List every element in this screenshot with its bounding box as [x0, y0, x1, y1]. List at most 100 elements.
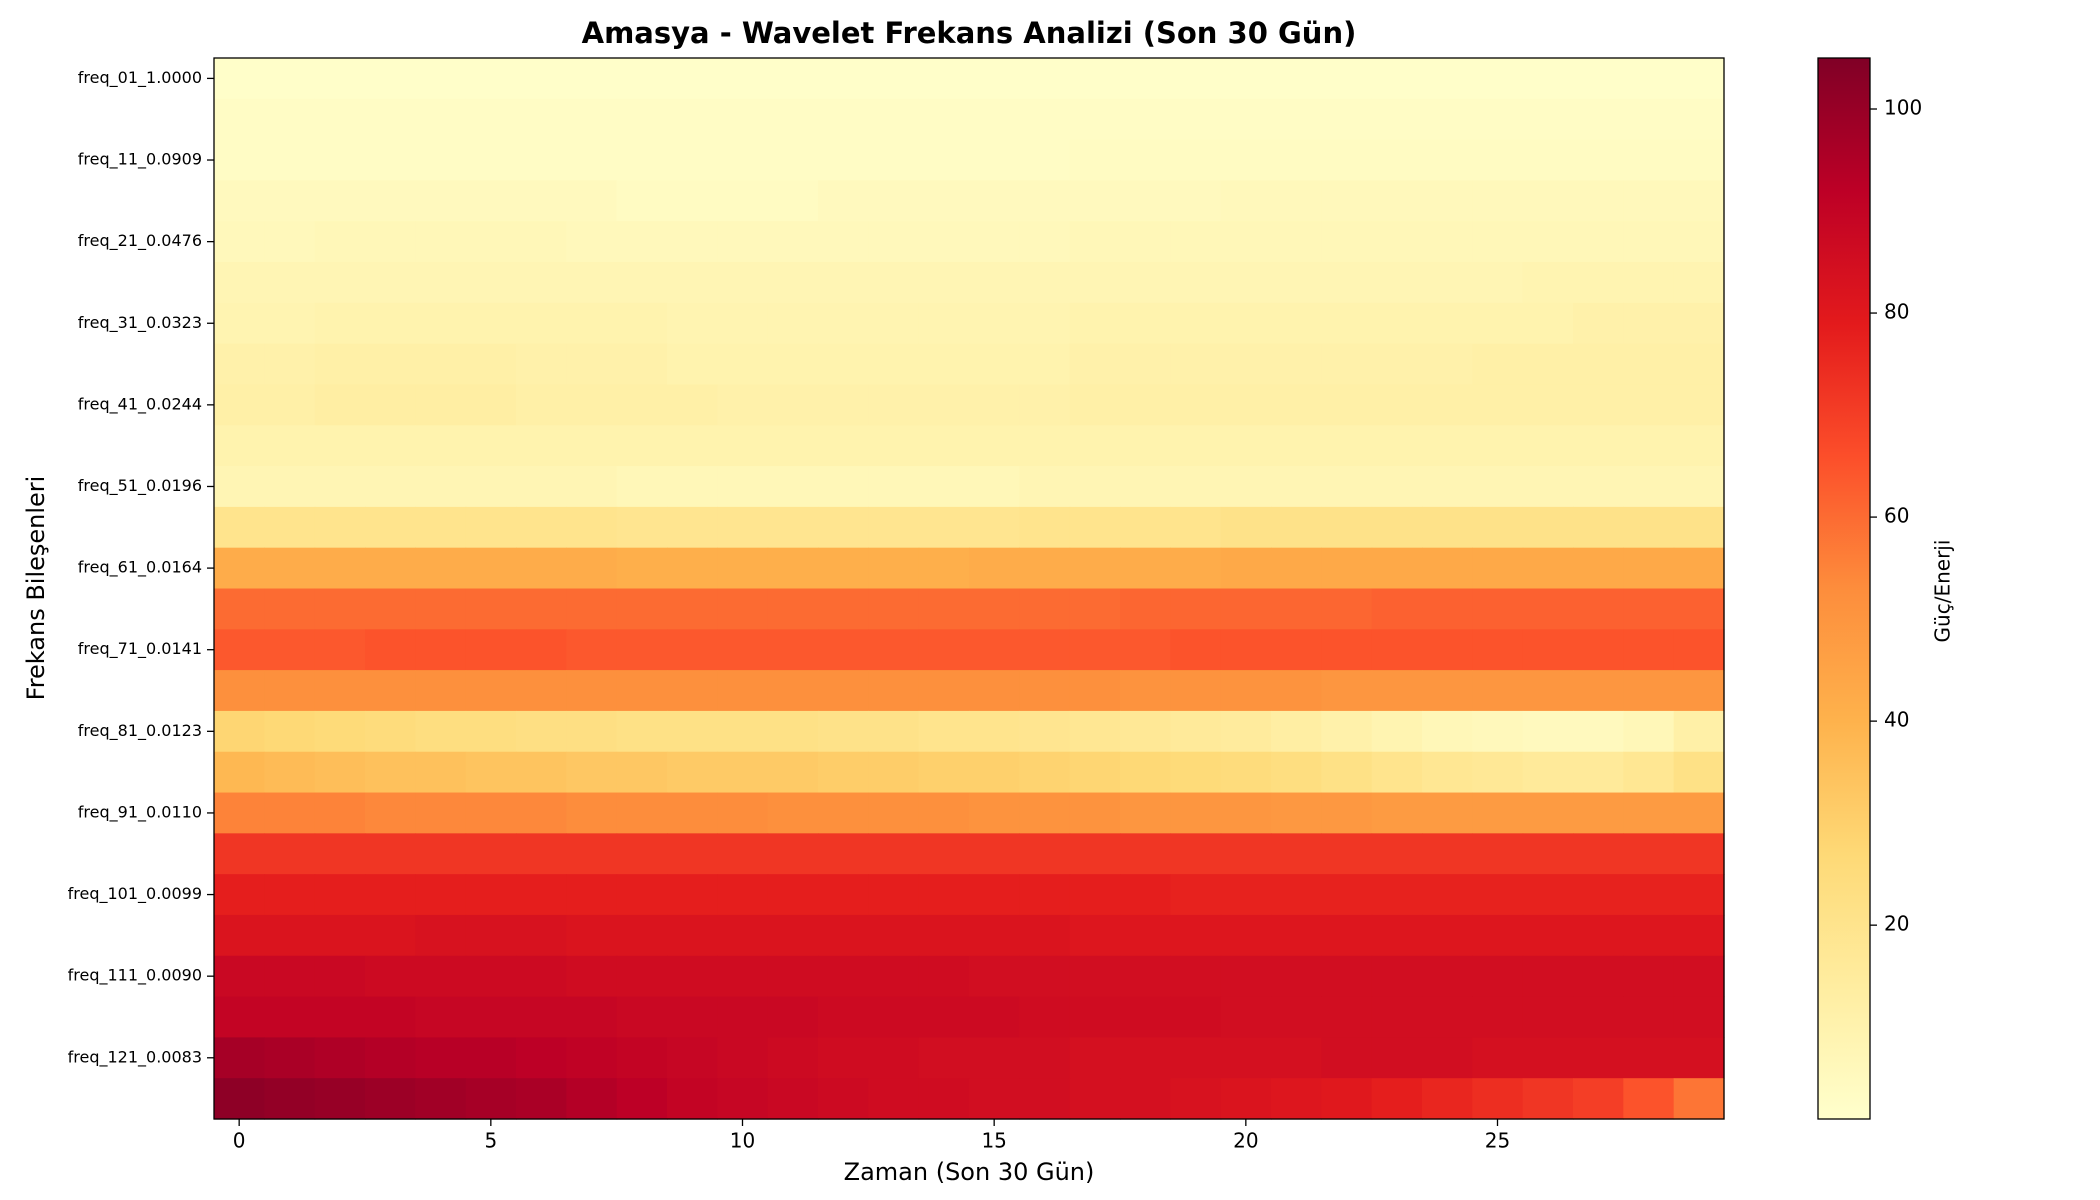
heatmap-cell: [868, 343, 920, 386]
y-tick-label: freq_61_0.0164: [78, 558, 202, 578]
heatmap-cell: [1522, 629, 1574, 671]
heatmap-cell: [415, 914, 467, 957]
heatmap-cell: [1220, 588, 1272, 630]
y-tick-label: freq_41_0.0244: [78, 394, 202, 414]
heatmap-cell: [516, 302, 567, 345]
heatmap-cell: [1321, 1078, 1373, 1120]
heatmap-cell: [1623, 751, 1675, 794]
heatmap-cell: [969, 751, 1020, 794]
heatmap-cell: [1422, 874, 1473, 916]
heatmap-cell: [918, 343, 970, 386]
heatmap-cell: [918, 384, 970, 426]
heatmap-cell: [1220, 343, 1272, 386]
heatmap-cell: [1371, 221, 1423, 263]
heatmap-cell: [1019, 343, 1071, 386]
heatmap-cell: [1170, 792, 1222, 834]
heatmap-cell: [566, 58, 618, 100]
colorbar-tick-label: 80: [1884, 300, 1909, 324]
heatmap-cell: [616, 751, 668, 794]
heatmap-cell: [516, 629, 567, 671]
heatmap-cell: [1069, 547, 1121, 590]
heatmap-cell: [1271, 343, 1322, 386]
heatmap-cell: [1371, 874, 1423, 916]
heatmap-cell: [1623, 384, 1675, 426]
heatmap-cell: [1522, 425, 1574, 467]
heatmap-cell: [214, 955, 265, 998]
heatmap-cell: [516, 139, 567, 182]
heatmap-cell: [264, 302, 316, 345]
heatmap-cell: [1522, 262, 1574, 304]
heatmap-cell: [1573, 914, 1624, 957]
heatmap-cell: [1673, 833, 1725, 875]
heatmap-cell: [1321, 751, 1373, 794]
heatmap-cell: [818, 343, 869, 386]
heatmap-cell: [1522, 914, 1574, 957]
heatmap-cell: [1623, 914, 1675, 957]
heatmap-cell: [365, 670, 416, 712]
heatmap-cell: [667, 1078, 718, 1120]
heatmap-cell: [818, 751, 869, 794]
heatmap-cell: [868, 221, 920, 263]
heatmap-cell: [1573, 874, 1624, 916]
heatmap-cell: [717, 466, 769, 508]
heatmap-cell: [1623, 1078, 1675, 1120]
heatmap-cell: [566, 180, 618, 222]
heatmap-cell: [465, 1037, 517, 1079]
heatmap-cell: [415, 588, 467, 630]
heatmap-cell: [717, 874, 769, 916]
heatmap-cell: [1220, 833, 1272, 875]
heatmap-cell: [1422, 384, 1473, 426]
heatmap-cell: [1673, 1078, 1725, 1120]
heatmap-cell: [616, 58, 668, 100]
heatmap-cell: [1321, 914, 1373, 957]
heatmap-cell: [415, 1078, 467, 1120]
heatmap-cell: [1271, 792, 1322, 834]
heatmap-cell: [314, 874, 366, 916]
y-tick-label: freq_51_0.0196: [78, 476, 202, 496]
heatmap-cell: [465, 139, 517, 182]
plot-frame: [213, 57, 1725, 1120]
heatmap-cell: [1472, 343, 1524, 386]
heatmap-cell: [616, 302, 668, 345]
heatmap-cell: [717, 914, 769, 957]
heatmap-cell: [918, 98, 970, 141]
heatmap-cell: [818, 180, 869, 222]
heatmap-cell: [918, 833, 970, 875]
heatmap-cell: [314, 343, 366, 386]
heatmap-cell: [1120, 955, 1171, 998]
heatmap-cell: [1321, 792, 1373, 834]
heatmap-cell: [264, 262, 316, 304]
heatmap-cell: [1573, 221, 1624, 263]
heatmap-cell: [365, 262, 416, 304]
heatmap-cell: [214, 874, 265, 916]
heatmap-cell: [1170, 262, 1222, 304]
heatmap-cell: [767, 58, 819, 100]
y-tick-label: freq_121_0.0083: [68, 1047, 202, 1067]
heatmap-cell: [1522, 792, 1574, 834]
heatmap-cell: [1623, 955, 1675, 998]
heatmap-cell: [1673, 506, 1725, 549]
heatmap-cell: [566, 710, 618, 753]
heatmap-cell: [1422, 588, 1473, 630]
heatmap-cell: [1069, 670, 1121, 712]
heatmap-cell: [1321, 58, 1373, 100]
heatmap-cell: [566, 425, 618, 467]
heatmap-cell: [465, 98, 517, 141]
y-tick-label: freq_21_0.0476: [78, 231, 202, 251]
heatmap-cell: [516, 670, 567, 712]
heatmap-cell: [465, 833, 517, 875]
heatmap-cell: [214, 180, 265, 222]
heatmap-cell: [465, 874, 517, 916]
heatmap-cell: [415, 466, 467, 508]
heatmap-cell: [1573, 180, 1624, 222]
heatmap-cell: [365, 955, 416, 998]
heatmap-cell: [667, 221, 718, 263]
heatmap-cell: [717, 302, 769, 345]
heatmap-cell: [264, 955, 316, 998]
heatmap-cell: [969, 874, 1020, 916]
heatmap-cell: [667, 58, 718, 100]
heatmap-cell: [314, 792, 366, 834]
heatmap-cell: [1220, 98, 1272, 141]
heatmap-cell: [918, 996, 970, 1038]
heatmap-cell: [767, 833, 819, 875]
